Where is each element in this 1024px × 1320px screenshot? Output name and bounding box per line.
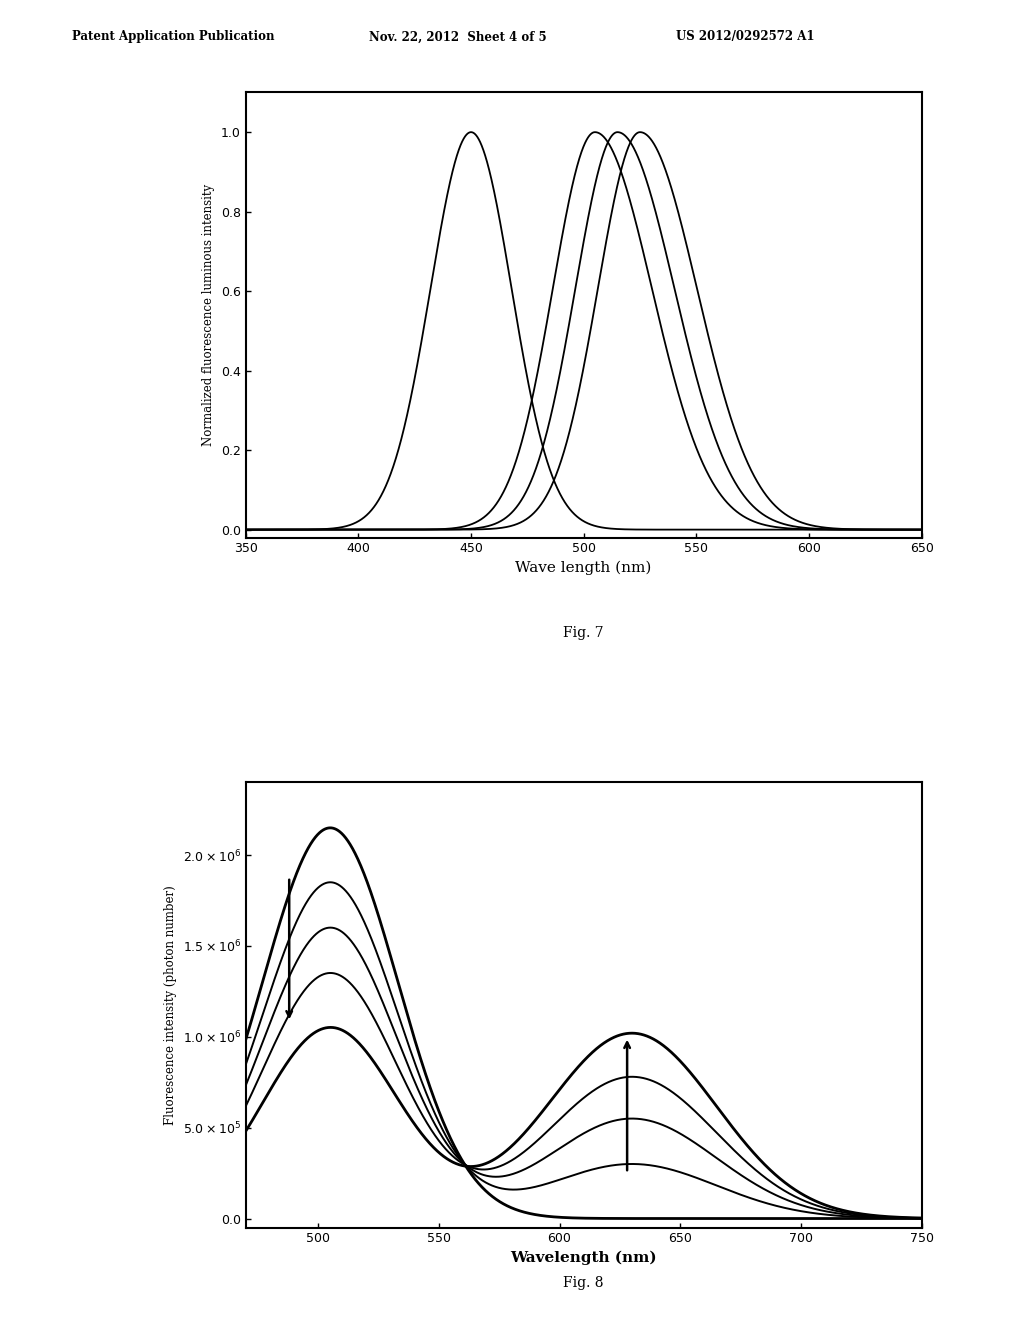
Text: US 2012/0292572 A1: US 2012/0292572 A1 <box>676 30 814 44</box>
Y-axis label: Fluorescence intensity (photon number): Fluorescence intensity (photon number) <box>164 886 177 1125</box>
Text: Fig. 8: Fig. 8 <box>563 1276 604 1290</box>
Text: Fig. 7: Fig. 7 <box>563 626 604 640</box>
Y-axis label: Normalized fluorescence luminous intensity: Normalized fluorescence luminous intensi… <box>203 183 215 446</box>
X-axis label: Wave length (nm): Wave length (nm) <box>515 561 652 576</box>
Text: Patent Application Publication: Patent Application Publication <box>72 30 274 44</box>
Text: Nov. 22, 2012  Sheet 4 of 5: Nov. 22, 2012 Sheet 4 of 5 <box>369 30 546 44</box>
X-axis label: Wavelength (nm): Wavelength (nm) <box>510 1251 657 1266</box>
